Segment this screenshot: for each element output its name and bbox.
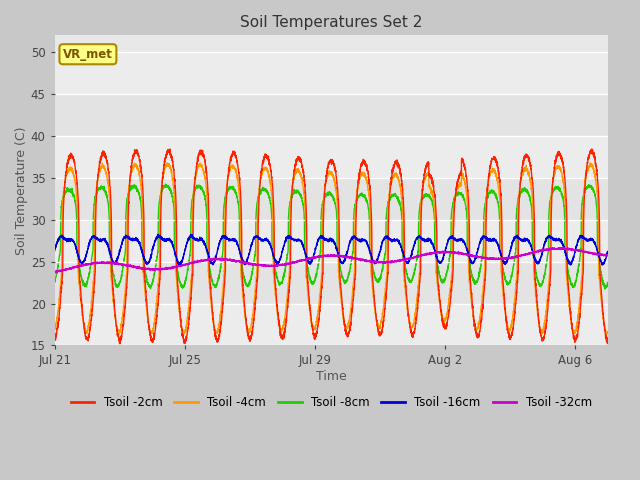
Bar [54, 178, 608, 220]
Bar [54, 52, 608, 94]
Bar [54, 262, 608, 303]
Bar [54, 220, 608, 262]
X-axis label: Time: Time [316, 370, 347, 383]
Bar [54, 303, 608, 346]
Legend: Tsoil -2cm, Tsoil -4cm, Tsoil -8cm, Tsoil -16cm, Tsoil -32cm: Tsoil -2cm, Tsoil -4cm, Tsoil -8cm, Tsoi… [66, 392, 596, 414]
Title: Soil Temperatures Set 2: Soil Temperatures Set 2 [240, 15, 422, 30]
Bar [54, 94, 608, 136]
Text: VR_met: VR_met [63, 48, 113, 61]
Y-axis label: Soil Temperature (C): Soil Temperature (C) [15, 126, 28, 254]
Bar [54, 136, 608, 178]
